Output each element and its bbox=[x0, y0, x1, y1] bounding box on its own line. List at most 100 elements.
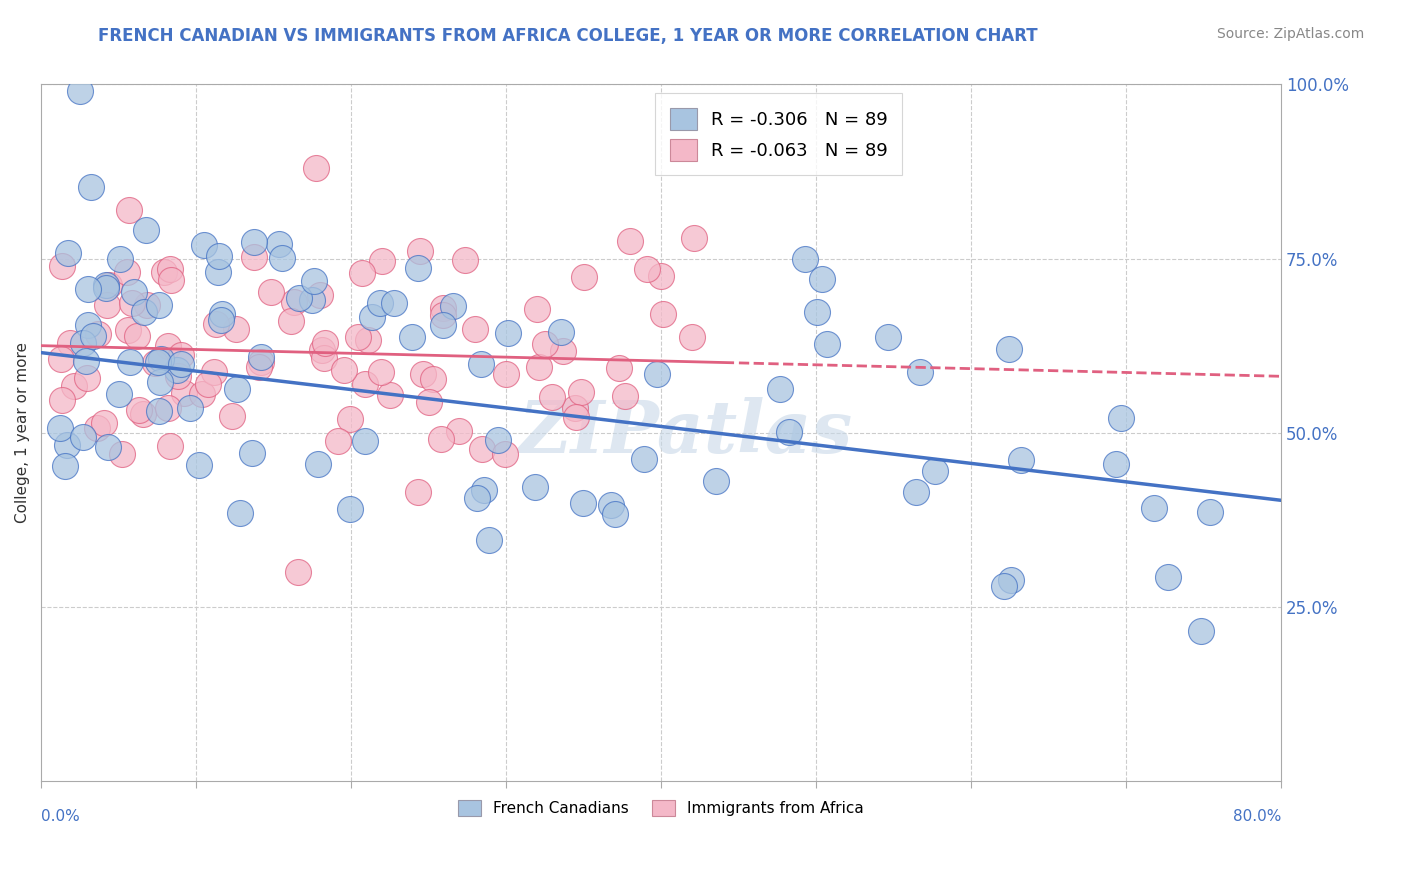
Point bbox=[354, 434, 377, 449]
Point bbox=[305, 161, 328, 175]
Point bbox=[49, 352, 72, 367]
Point bbox=[354, 377, 377, 392]
Point bbox=[288, 291, 311, 305]
Point bbox=[148, 403, 170, 417]
Point bbox=[572, 496, 595, 510]
Point bbox=[430, 432, 453, 446]
Point bbox=[166, 362, 188, 376]
Point bbox=[225, 322, 247, 336]
Point bbox=[370, 365, 392, 379]
Point bbox=[382, 296, 405, 310]
Point bbox=[228, 507, 250, 521]
Point bbox=[108, 386, 131, 401]
Point bbox=[339, 411, 361, 425]
Point bbox=[260, 285, 283, 299]
Point bbox=[1105, 457, 1128, 471]
Point bbox=[207, 265, 229, 279]
Point bbox=[86, 327, 108, 342]
Point bbox=[93, 416, 115, 430]
Point bbox=[72, 429, 94, 443]
Point bbox=[447, 424, 470, 438]
Point bbox=[1157, 570, 1180, 584]
Point bbox=[191, 387, 214, 401]
Point bbox=[412, 367, 434, 381]
Y-axis label: College, 1 year or more: College, 1 year or more bbox=[15, 343, 30, 524]
Point bbox=[645, 367, 668, 381]
Point bbox=[312, 351, 335, 366]
Point bbox=[453, 252, 475, 267]
Point bbox=[120, 355, 142, 369]
Point bbox=[117, 323, 139, 337]
Point bbox=[59, 336, 82, 351]
Point bbox=[72, 336, 94, 351]
Point bbox=[302, 274, 325, 288]
Point bbox=[333, 363, 356, 377]
Point bbox=[682, 230, 704, 244]
Point bbox=[79, 179, 101, 194]
Point bbox=[464, 322, 486, 336]
Point bbox=[806, 305, 828, 319]
Point bbox=[523, 480, 546, 494]
Point bbox=[221, 409, 243, 423]
Point bbox=[98, 277, 121, 292]
Point bbox=[908, 365, 931, 379]
Point bbox=[471, 442, 494, 456]
Legend: French Canadians, Immigrants from Africa: French Canadians, Immigrants from Africa bbox=[453, 794, 870, 822]
Point bbox=[51, 392, 73, 407]
Point bbox=[136, 298, 159, 312]
Point bbox=[55, 438, 77, 452]
Point bbox=[406, 261, 429, 276]
Point bbox=[110, 447, 132, 461]
Point bbox=[1198, 505, 1220, 519]
Point bbox=[156, 401, 179, 416]
Point bbox=[159, 261, 181, 276]
Point bbox=[998, 343, 1021, 357]
Point bbox=[110, 252, 132, 266]
Point bbox=[132, 407, 155, 421]
Point bbox=[208, 249, 231, 263]
Point bbox=[148, 298, 170, 312]
Point bbox=[49, 421, 72, 435]
Point bbox=[135, 223, 157, 237]
Point bbox=[472, 483, 495, 497]
Point bbox=[280, 314, 302, 328]
Point bbox=[1189, 624, 1212, 639]
Point bbox=[115, 265, 138, 279]
Point bbox=[564, 401, 586, 415]
Point bbox=[339, 501, 361, 516]
Point bbox=[422, 372, 444, 386]
Point bbox=[465, 491, 488, 505]
Point bbox=[149, 376, 172, 390]
Text: Source: ZipAtlas.com: Source: ZipAtlas.com bbox=[1216, 27, 1364, 41]
Text: 0.0%: 0.0% bbox=[41, 809, 80, 824]
Point bbox=[550, 325, 572, 339]
Point bbox=[96, 278, 118, 293]
Point bbox=[352, 266, 374, 280]
Point bbox=[633, 452, 655, 467]
Point bbox=[63, 378, 86, 392]
Point bbox=[361, 310, 384, 324]
Point bbox=[418, 395, 440, 409]
Point bbox=[527, 360, 550, 375]
Point bbox=[551, 343, 574, 358]
Point bbox=[432, 318, 454, 332]
Point bbox=[287, 565, 309, 579]
Point bbox=[179, 401, 201, 416]
Point bbox=[283, 295, 305, 310]
Point bbox=[811, 272, 834, 286]
Point bbox=[53, 458, 76, 473]
Point bbox=[432, 308, 454, 322]
Point bbox=[56, 246, 79, 260]
Point bbox=[307, 457, 329, 471]
Point bbox=[1142, 501, 1164, 516]
Point bbox=[794, 252, 817, 266]
Point bbox=[905, 485, 928, 500]
Point bbox=[441, 299, 464, 313]
Point bbox=[314, 336, 336, 351]
Point bbox=[205, 317, 228, 331]
Point bbox=[526, 301, 548, 316]
Point bbox=[225, 382, 247, 396]
Point bbox=[247, 359, 270, 374]
Point bbox=[301, 293, 323, 307]
Point bbox=[486, 434, 509, 448]
